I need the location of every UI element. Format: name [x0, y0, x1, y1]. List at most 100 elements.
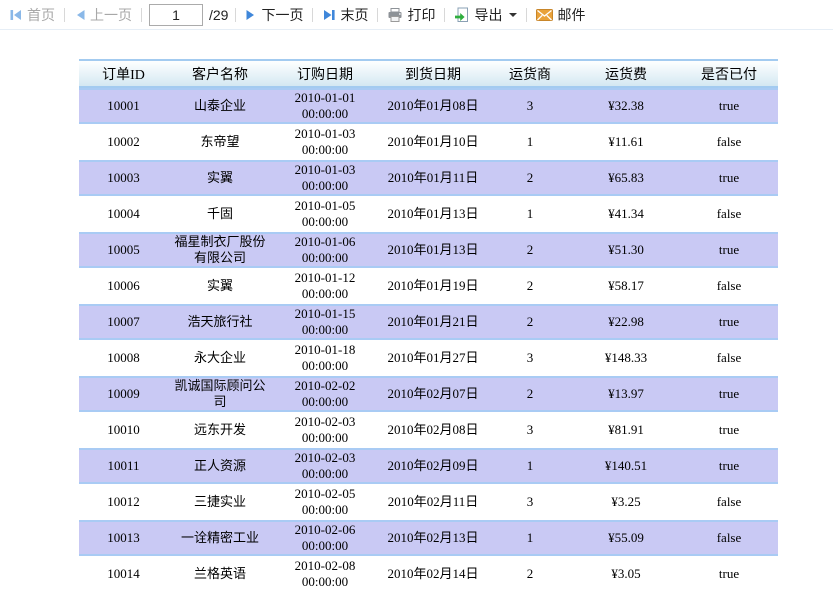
cell-customer-name: 远东开发	[193, 422, 246, 437]
toolbar-separator	[526, 7, 528, 22]
table-row[interactable]: 10007 浩天旅行社 2010-01-15 00:00:00 2010年01月21日…	[79, 304, 778, 340]
export-label: 导出	[474, 6, 503, 23]
cell-freight: ¥13.97	[572, 376, 680, 412]
toolbar-separator	[235, 7, 237, 22]
cell-order-date: 2010-01-05 00:00:00	[294, 198, 356, 229]
mail-label: 邮件	[557, 6, 586, 23]
last-page-button[interactable]: 末页	[318, 5, 372, 25]
print-button[interactable]: 打印	[383, 5, 439, 25]
cell-shipper: 2	[488, 376, 572, 412]
cell-shipper: 3	[488, 88, 572, 124]
cell-order-id: 10008	[107, 350, 140, 365]
table-row[interactable]: 10002 东帝望 2010-01-03 00:00:00 2010年01月10日 1 ¥…	[79, 124, 778, 160]
prev-page-button[interactable]: 上一页	[70, 5, 136, 25]
cell-shipper: 1	[526, 134, 534, 149]
cell-arrival-date: 2010年02月11日	[387, 494, 479, 509]
cell-freight: ¥81.91	[608, 422, 644, 437]
cell-paid: false	[716, 278, 742, 293]
cell-order-date: 2010-01-15 00:00:00	[272, 304, 378, 340]
cell-shipper: 1	[488, 520, 572, 556]
cell-arrival-date: 2010年01月19日	[387, 278, 479, 293]
orders-table: 订单ID 客户名称 订购日期 到货日期 运货商 运货费 是否已付 10001 山泰企业 2010…	[79, 59, 778, 592]
cell-order-date: 2010-02-03 00:00:00	[294, 414, 356, 445]
cell-order-id: 10012	[107, 494, 140, 509]
next-page-button[interactable]: 下一页	[241, 5, 307, 25]
cell-shipper: 3	[526, 350, 534, 365]
table-row[interactable]: 10009 凯诚国际顾问公司 2010-02-02 00:00:00 2010年02月…	[79, 376, 778, 412]
last-page-label: 末页	[340, 6, 369, 23]
cell-shipper: 2	[526, 278, 534, 293]
cell-order-date: 2010-02-06 00:00:00	[272, 520, 378, 556]
envelope-icon	[536, 8, 554, 22]
cell-shipper: 3	[526, 494, 534, 509]
cell-order-date: 2010-02-03 00:00:00	[272, 448, 378, 484]
cell-order-id: 10010	[107, 422, 140, 437]
table-row[interactable]: 10011 正人资源 2010-02-03 00:00:00 2010年02月09日 1…	[79, 448, 778, 484]
cell-shipper: 2	[488, 232, 572, 268]
table-row[interactable]: 10003 实翼 2010-01-03 00:00:00 2010年01月11日 2 ¥6…	[79, 160, 778, 196]
column-header-paid[interactable]: 是否已付	[680, 59, 778, 88]
table-row[interactable]: 10012 三捷实业 2010-02-05 00:00:00 2010年02月11日 3…	[79, 484, 778, 520]
prev-page-label: 上一页	[90, 6, 132, 23]
table-header-row: 订单ID 客户名称 订购日期 到货日期 运货商 运货费 是否已付	[79, 59, 778, 88]
cell-paid: true	[680, 376, 778, 412]
pager-toolbar: 首页 上一页 /29 下一页 末页	[0, 0, 833, 30]
cell-order-id: 10006	[107, 278, 140, 293]
cell-arrival-date: 2010年02月09日	[378, 448, 488, 484]
first-page-button[interactable]: 首页	[5, 5, 59, 25]
last-page-icon	[322, 8, 336, 22]
cell-arrival-date: 2010年02月13日	[378, 520, 488, 556]
table-row[interactable]: 10004 千固 2010-01-05 00:00:00 2010年01月13日 1 ¥4…	[79, 196, 778, 232]
table-row[interactable]: 10005 福星制衣厂股份有限公司 2010-01-06 00:00:00 2010年…	[79, 232, 778, 268]
cell-customer-name: 永大企业	[193, 350, 246, 365]
cell-freight: ¥55.09	[572, 520, 680, 556]
cell-shipper: 3	[526, 422, 534, 437]
cell-order-id: 10004	[107, 206, 140, 221]
cell-paid: true	[680, 160, 778, 196]
export-icon	[454, 7, 470, 23]
cell-freight: ¥3.25	[611, 494, 641, 509]
column-header-order-id[interactable]: 订单ID	[79, 59, 168, 88]
column-header-order-date[interactable]: 订购日期	[272, 59, 378, 88]
cell-shipper: 1	[488, 448, 572, 484]
cell-arrival-date: 2010年01月11日	[378, 160, 488, 196]
cell-freight: ¥11.61	[608, 134, 644, 149]
table-row[interactable]: 10010 远东开发 2010-02-03 00:00:00 2010年02月08日 3…	[79, 412, 778, 448]
toolbar-separator	[312, 7, 314, 22]
column-header-shipper[interactable]: 运货商	[488, 59, 572, 88]
cell-customer-name: 浩天旅行社	[168, 304, 272, 340]
page-number-input[interactable]	[149, 3, 203, 26]
table-row[interactable]: 10008 永大企业 2010-01-18 00:00:00 2010年01月27日 3…	[79, 340, 778, 376]
table-row[interactable]: 10001 山泰企业 2010-01-01 00:00:00 2010年01月08日 3…	[79, 88, 778, 124]
toolbar-separator	[377, 7, 379, 22]
cell-shipper: 2	[488, 160, 572, 196]
cell-paid: false	[716, 350, 742, 365]
cell-freight: ¥65.83	[572, 160, 680, 196]
cell-arrival-date: 2010年01月13日	[387, 206, 479, 221]
cell-order-id: 10013	[79, 520, 168, 556]
cell-customer-name: 兰格英语	[193, 566, 246, 581]
column-header-freight[interactable]: 运货费	[572, 59, 680, 88]
table-row[interactable]: 10014 兰格英语 2010-02-08 00:00:00 2010年02月14日 2…	[79, 556, 778, 592]
cell-order-id: 10009	[79, 376, 168, 412]
cell-order-date: 2010-02-08 00:00:00	[294, 558, 356, 589]
mail-button[interactable]: 邮件	[532, 5, 589, 25]
table-row[interactable]: 10013 一诠精密工业 2010-02-06 00:00:00 2010年02月13…	[79, 520, 778, 556]
cell-customer-name: 一诠精密工业	[168, 520, 272, 556]
page-count-label: /29	[209, 6, 229, 23]
cell-paid: false	[716, 134, 742, 149]
cell-freight: ¥41.34	[608, 206, 644, 221]
cell-paid: true	[680, 88, 778, 124]
cell-arrival-date: 2010年02月08日	[387, 422, 479, 437]
cell-paid: true	[718, 566, 740, 581]
table-row[interactable]: 10006 实翼 2010-01-12 00:00:00 2010年01月19日 2 ¥5…	[79, 268, 778, 304]
export-button[interactable]: 导出	[450, 5, 521, 25]
cell-freight: ¥22.98	[572, 304, 680, 340]
cell-freight: ¥58.17	[608, 278, 644, 293]
column-header-arrival-date[interactable]: 到货日期	[378, 59, 488, 88]
cell-order-date: 2010-02-05 00:00:00	[294, 486, 356, 517]
cell-order-id: 10011	[79, 448, 168, 484]
cell-order-id: 10003	[79, 160, 168, 196]
cell-arrival-date: 2010年01月10日	[387, 134, 479, 149]
column-header-customer-name[interactable]: 客户名称	[168, 59, 272, 88]
